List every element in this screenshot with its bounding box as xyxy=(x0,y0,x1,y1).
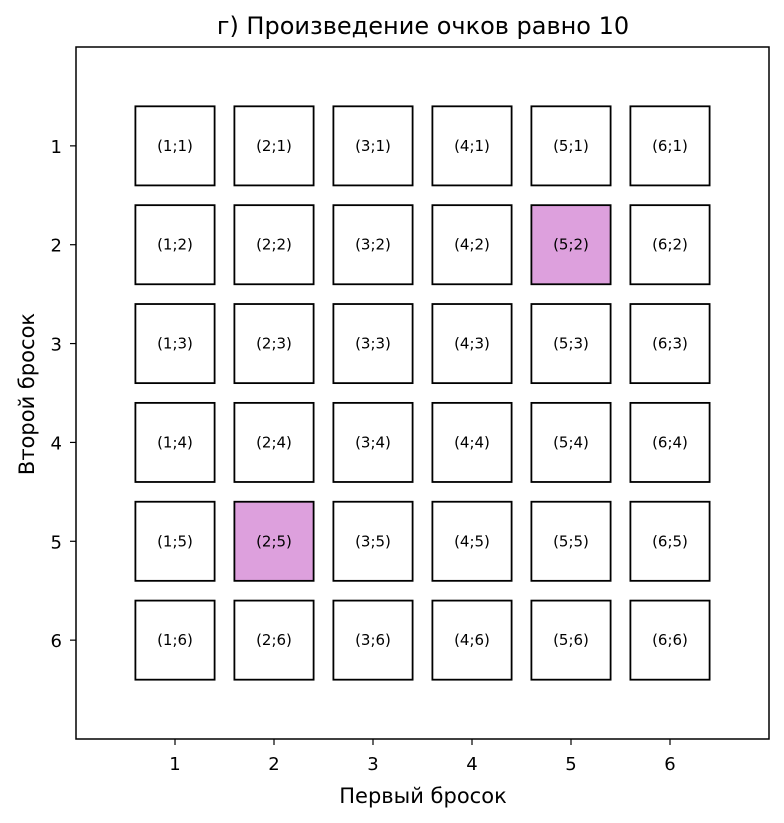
cell-label-4-6: (4;6) xyxy=(454,631,490,649)
plot-area xyxy=(75,46,770,740)
cell-2-4 xyxy=(233,401,315,483)
cell-2-2 xyxy=(233,204,315,286)
cell-6-6 xyxy=(629,599,711,681)
cell-3-6 xyxy=(332,599,414,681)
y-tick-label-3: 3 xyxy=(51,335,62,356)
cell-label-1-2: (1;2) xyxy=(157,236,193,254)
x-tick-label-1: 1 xyxy=(169,754,180,775)
cell-label-4-4: (4;4) xyxy=(454,433,490,451)
cell-label-1-4: (1;4) xyxy=(157,433,193,451)
cell-label-1-6: (1;6) xyxy=(157,631,193,649)
y-tick-label-4: 4 xyxy=(51,433,62,454)
x-axis-label: Первый бросок xyxy=(339,784,507,808)
cell-label-6-6: (6;6) xyxy=(652,631,688,649)
cell-6-2 xyxy=(629,204,711,286)
cell-label-3-4: (3;4) xyxy=(355,433,391,451)
cell-4-6 xyxy=(431,599,513,681)
cell-5-5 xyxy=(530,500,612,582)
cell-label-1-5: (1;5) xyxy=(157,532,193,550)
cell-label-6-1: (6;1) xyxy=(652,137,688,155)
cell-label-3-6: (3;6) xyxy=(355,631,391,649)
cell-label-2-5: (2;5) xyxy=(256,532,292,550)
cell-label-2-4: (2;4) xyxy=(256,433,292,451)
cell-label-5-2: (5;2) xyxy=(553,236,589,254)
cell-label-5-6: (5;6) xyxy=(553,631,589,649)
cell-5-3 xyxy=(530,303,612,385)
cell-5-6 xyxy=(530,599,612,681)
cell-label-4-1: (4;1) xyxy=(454,137,490,155)
cell-4-4 xyxy=(431,401,513,483)
cell-label-6-2: (6;2) xyxy=(652,236,688,254)
cell-3-2 xyxy=(332,204,414,286)
cell-5-4 xyxy=(530,401,612,483)
y-tick-label-5: 5 xyxy=(51,532,62,553)
cell-label-3-3: (3;3) xyxy=(355,335,391,353)
cell-label-1-3: (1;3) xyxy=(157,335,193,353)
cell-label-4-5: (4;5) xyxy=(454,532,490,550)
cell-label-3-1: (3;1) xyxy=(355,137,391,155)
cell-6-5 xyxy=(629,500,711,582)
cell-label-4-3: (4;3) xyxy=(454,335,490,353)
y-axis-label: Второй бросок xyxy=(15,313,39,475)
cell-label-3-5: (3;5) xyxy=(355,532,391,550)
cell-2-3 xyxy=(233,303,315,385)
y-tick-label-2: 2 xyxy=(51,236,62,257)
cell-1-1 xyxy=(134,105,216,187)
cell-label-5-5: (5;5) xyxy=(553,532,589,550)
cell-label-2-6: (2;6) xyxy=(256,631,292,649)
cell-5-2 xyxy=(530,204,612,286)
x-axis: 1 2 3 4 5 6 xyxy=(169,739,676,775)
cell-label-1-1: (1;1) xyxy=(157,137,193,155)
cell-label-2-1: (2;1) xyxy=(256,137,292,155)
cell-3-3 xyxy=(332,303,414,385)
cell-4-1 xyxy=(431,105,513,187)
cell-6-4 xyxy=(629,401,711,483)
chart-title: г) Произведение очков равно 10 xyxy=(217,12,629,40)
cell-label-6-4: (6;4) xyxy=(652,433,688,451)
cell-label-6-5: (6;5) xyxy=(652,532,688,550)
cell-1-2 xyxy=(134,204,216,286)
cell-label-5-1: (5;1) xyxy=(553,137,589,155)
cell-label-2-3: (2;3) xyxy=(256,335,292,353)
cell-6-3 xyxy=(629,303,711,385)
cell-4-5 xyxy=(431,500,513,582)
cell-1-4 xyxy=(134,401,216,483)
cell-4-3 xyxy=(431,303,513,385)
x-tick-label-4: 4 xyxy=(466,754,477,775)
y-tick-label-6: 6 xyxy=(51,631,62,652)
x-tick-label-5: 5 xyxy=(565,754,576,775)
cell-1-3 xyxy=(134,303,216,385)
cell-label-6-3: (6;3) xyxy=(652,335,688,353)
cell-2-1 xyxy=(233,105,315,187)
cell-label-5-4: (5;4) xyxy=(553,433,589,451)
cell-6-1 xyxy=(629,105,711,187)
cell-1-6 xyxy=(134,599,216,681)
cell-5-1 xyxy=(530,105,612,187)
cell-2-6 xyxy=(233,599,315,681)
cell-label-5-3: (5;3) xyxy=(553,335,589,353)
cell-3-5 xyxy=(332,500,414,582)
cell-4-2 xyxy=(431,204,513,286)
cell-3-4 xyxy=(332,401,414,483)
cell-label-2-2: (2;2) xyxy=(256,236,292,254)
cell-label-3-2: (3;2) xyxy=(355,236,391,254)
cell-3-1 xyxy=(332,105,414,187)
x-tick-label-2: 2 xyxy=(268,754,279,775)
y-axis: 1 2 3 4 5 6 xyxy=(51,137,76,652)
cell-label-4-2: (4;2) xyxy=(454,236,490,254)
x-tick-label-6: 6 xyxy=(664,754,675,775)
cell-1-5 xyxy=(134,500,216,582)
cell-2-5 xyxy=(233,500,315,582)
y-tick-label-1: 1 xyxy=(51,137,62,158)
x-tick-label-3: 3 xyxy=(367,754,378,775)
cells-group: (1;1) (2;1) (3;1) (4;1) (5;1) (6;1) (1;2) (2;2)… xyxy=(134,105,711,681)
